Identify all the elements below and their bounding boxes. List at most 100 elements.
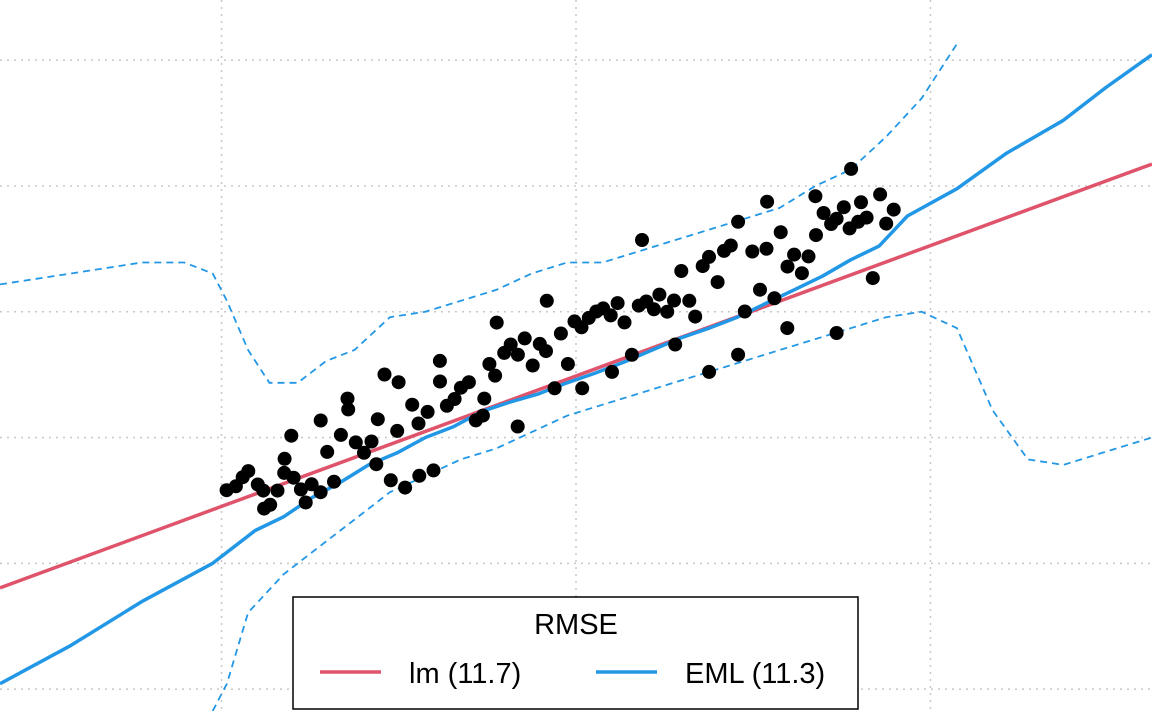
- data-point: [369, 457, 384, 472]
- data-point: [652, 287, 667, 302]
- data-point: [277, 451, 292, 466]
- data-point: [482, 357, 497, 371]
- data-point: [737, 304, 752, 319]
- data-point: [391, 375, 406, 390]
- scatter-points: [219, 161, 901, 516]
- data-point: [760, 194, 775, 209]
- data-point: [340, 391, 355, 406]
- data-point: [284, 428, 299, 443]
- data-point: [377, 367, 392, 382]
- data-point: [320, 444, 335, 459]
- data-point: [745, 244, 760, 259]
- data-point: [667, 293, 681, 308]
- data-point: [801, 249, 816, 264]
- data-point: [461, 375, 476, 390]
- legend-label-lm: lm (11.7): [409, 658, 521, 690]
- data-point: [668, 337, 683, 352]
- data-point: [327, 474, 341, 489]
- data-point: [539, 344, 553, 359]
- data-point: [488, 368, 503, 383]
- data-point: [553, 326, 568, 341]
- data-point: [333, 427, 348, 442]
- data-point: [411, 416, 426, 431]
- data-point: [313, 413, 328, 428]
- chart-series: [0, 43, 1152, 711]
- data-point: [313, 485, 328, 500]
- data-point: [873, 187, 888, 202]
- data-point: [241, 464, 256, 479]
- data-point: [646, 302, 661, 317]
- data-point: [398, 480, 413, 495]
- data-point: [426, 463, 441, 478]
- eml-lower-band-line: [211, 310, 1152, 711]
- data-point: [547, 381, 562, 396]
- data-point: [886, 202, 901, 217]
- data-point: [405, 397, 420, 412]
- data-point: [759, 241, 774, 256]
- data-point: [773, 225, 788, 240]
- data-point: [829, 326, 844, 340]
- data-point: [723, 238, 738, 253]
- eml-fit-line: [0, 53, 1152, 686]
- data-point: [574, 320, 589, 335]
- data-point: [364, 434, 379, 449]
- data-point: [794, 266, 809, 281]
- data-point: [447, 392, 462, 406]
- data-point: [348, 435, 363, 450]
- data-point: [477, 391, 492, 406]
- data-point: [780, 321, 795, 336]
- data-point: [702, 249, 716, 264]
- data-point: [603, 308, 618, 323]
- data-point: [702, 364, 717, 379]
- data-point: [816, 206, 831, 220]
- lm-fit-line: [0, 162, 1152, 590]
- data-point: [674, 264, 689, 278]
- data-point: [304, 477, 319, 492]
- data-point: [731, 214, 746, 229]
- data-point: [270, 483, 285, 498]
- data-point: [257, 501, 272, 516]
- legend-label-eml: EML (11.3): [685, 658, 825, 690]
- data-point: [859, 210, 874, 225]
- legend-box: [292, 596, 859, 710]
- eml-upper-band-line: [0, 43, 958, 384]
- data-point: [510, 347, 525, 362]
- data-point: [617, 315, 632, 330]
- data-point: [298, 495, 313, 510]
- data-point: [854, 195, 868, 210]
- data-point: [370, 412, 385, 427]
- data-point: [780, 259, 795, 274]
- data-point: [539, 293, 554, 308]
- data-point: [510, 419, 525, 434]
- data-point: [610, 296, 625, 311]
- data-point: [286, 470, 301, 485]
- data-point: [624, 347, 639, 362]
- data-point: [879, 216, 894, 231]
- data-point: [560, 357, 575, 371]
- data-point: [787, 247, 802, 262]
- data-point: [517, 331, 532, 346]
- data-point: [710, 275, 725, 290]
- data-point: [390, 423, 405, 438]
- data-point: [753, 282, 767, 297]
- data-point: [341, 402, 356, 417]
- data-point: [865, 271, 880, 286]
- data-point: [383, 473, 398, 488]
- data-point: [293, 482, 308, 497]
- data-point: [829, 211, 844, 226]
- data-point: [256, 483, 271, 498]
- legend-title: RMSE: [534, 609, 618, 641]
- data-point: [844, 161, 859, 176]
- legend: RMSE lm (11.7) EML (11.3): [292, 596, 859, 710]
- data-point: [767, 291, 782, 306]
- data-point: [809, 228, 823, 243]
- data-point: [605, 364, 619, 379]
- data-point: [475, 408, 490, 423]
- data-point: [682, 293, 697, 308]
- data-point: [525, 358, 540, 373]
- data-point: [433, 374, 447, 389]
- data-point: [688, 309, 703, 324]
- data-point: [731, 347, 746, 362]
- data-point: [412, 468, 427, 483]
